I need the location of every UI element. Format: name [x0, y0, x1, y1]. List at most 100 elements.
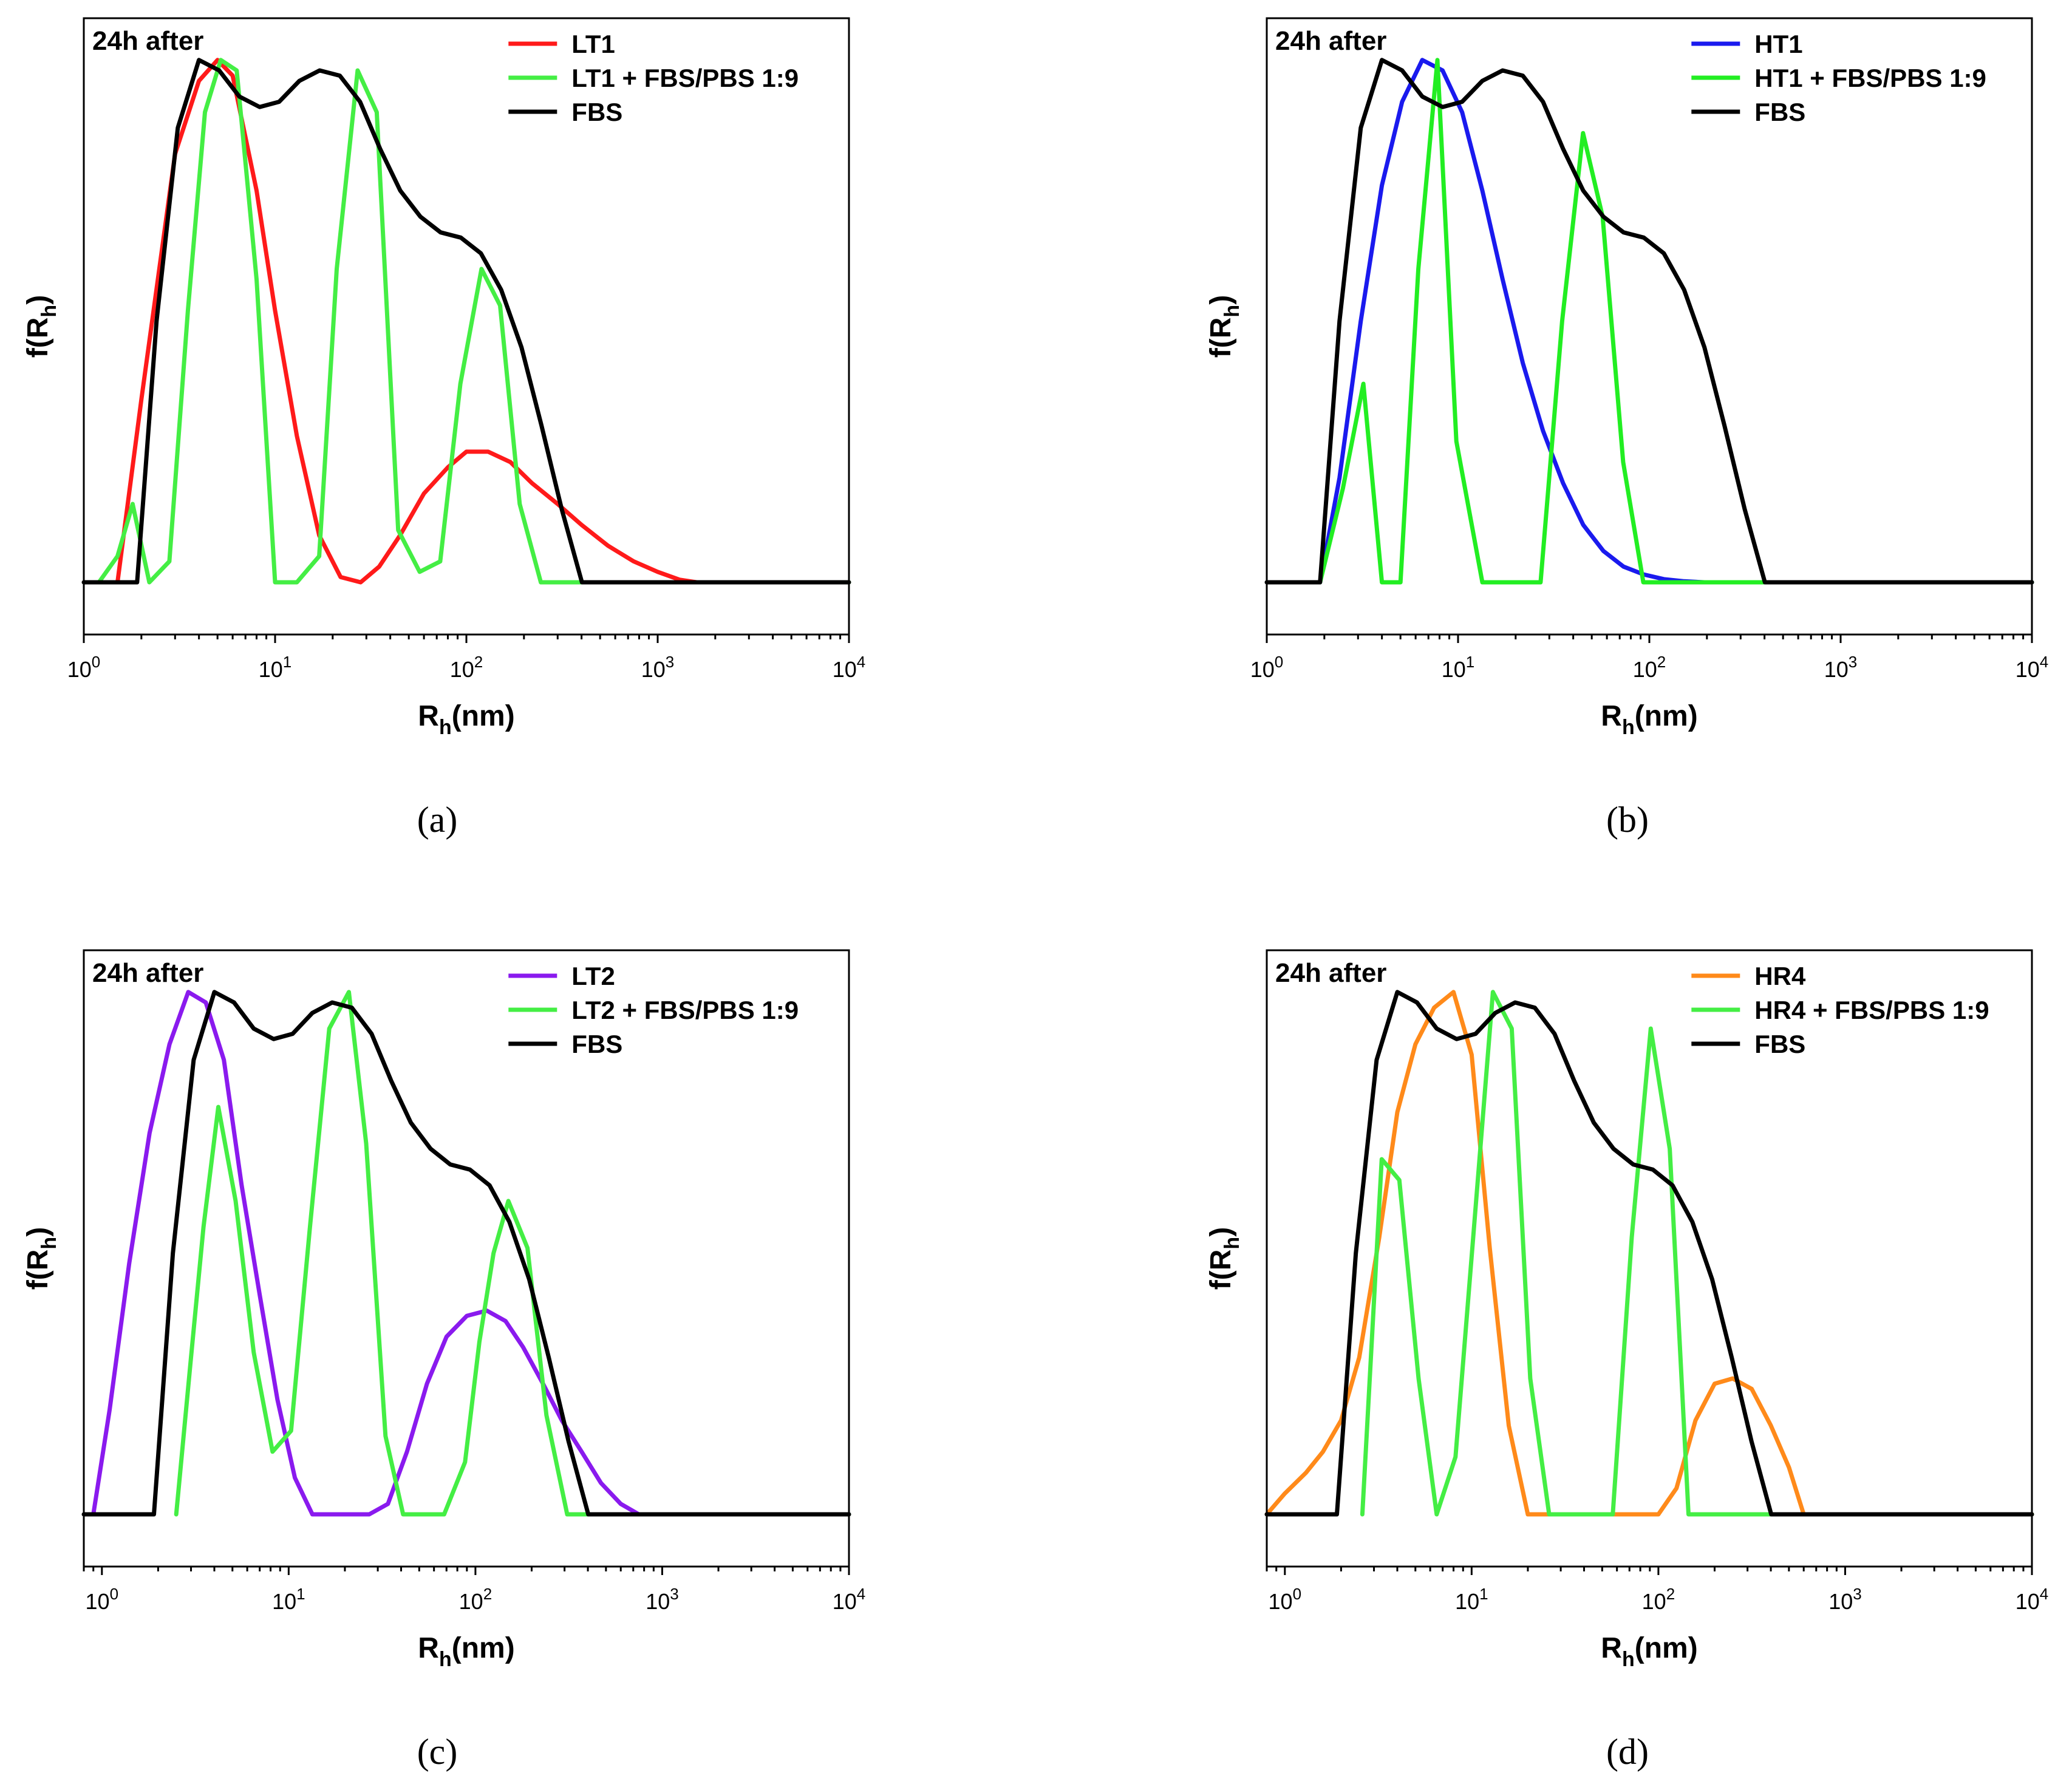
legend-label: LT2 + FBS/PBS 1:9	[571, 996, 799, 1024]
x-tick-base: 10	[450, 657, 474, 682]
x-tick-exponent: 3	[670, 1585, 678, 1603]
y-axis-label-sub: h	[38, 305, 61, 318]
series-line-hr4	[1264, 990, 2034, 1517]
series-line-fbs	[1264, 990, 2034, 1517]
panel-caption: (c)	[417, 1732, 458, 1772]
x-tick-base: 10	[259, 657, 283, 682]
x-axis-label-sub: h	[439, 1648, 452, 1671]
y-axis-label-tail: )	[1205, 1227, 1237, 1237]
legend-label: LT1	[571, 30, 615, 58]
panel-title: 24h after	[1275, 958, 1386, 988]
y-axis-label-tail: )	[22, 1227, 54, 1237]
legend-label: HR4 + FBS/PBS 1:9	[1754, 996, 1989, 1024]
panel-title: 24h after	[92, 26, 203, 56]
x-axis-label-sub: h	[1622, 1648, 1635, 1671]
x-tick-label: 104	[2016, 1585, 2049, 1614]
panel-title: 24h after	[1275, 26, 1386, 56]
x-tick-base: 10	[646, 1589, 670, 1614]
x-tick-exponent: 1	[1466, 653, 1474, 671]
x-tick-base: 10	[67, 657, 92, 682]
legend-label: LT2	[571, 962, 615, 990]
x-tick-exponent: 4	[2040, 1585, 2048, 1603]
x-tick-base: 10	[2016, 657, 2040, 682]
x-axis-label-tail: (nm)	[1635, 700, 1698, 732]
series-line-hr4-fbs-pbs-1-9	[1360, 990, 2034, 1517]
x-axis-label: Rh(nm)	[1601, 1632, 1697, 1671]
x-tick-base: 10	[1633, 657, 1657, 682]
x-tick-base: 10	[1824, 657, 1849, 682]
x-axis-label-tail: (nm)	[1635, 1632, 1698, 1664]
x-tick-exponent: 4	[857, 1585, 865, 1603]
series-line-fbs	[81, 990, 851, 1517]
x-tick-exponent: 0	[1275, 653, 1283, 671]
series-line-lt1-fbs-pbs-1-9	[97, 58, 851, 585]
legend-label: FBS	[571, 1030, 622, 1058]
x-tick-exponent: 0	[110, 1585, 118, 1603]
y-axis-label: f(Rh)	[1205, 1227, 1244, 1290]
y-axis-label: f(Rh)	[22, 295, 61, 358]
x-tick-exponent: 0	[92, 653, 100, 671]
x-tick-label: 102	[459, 1585, 492, 1614]
panel-caption: (a)	[417, 800, 458, 840]
x-axis-label-main: R	[418, 700, 439, 732]
x-axis-label-main: R	[1601, 1632, 1622, 1664]
legend-label: HT1	[1754, 30, 1802, 58]
legend-label: HT1 + FBS/PBS 1:9	[1754, 64, 1986, 92]
legend-label: HR4	[1754, 962, 1806, 990]
x-tick-base: 10	[1269, 1589, 1293, 1614]
x-tick-label: 100	[1269, 1585, 1302, 1614]
x-axis-label: Rh(nm)	[418, 700, 514, 739]
plot-frame	[1266, 17, 2033, 636]
x-axis-label: Rh(nm)	[1601, 700, 1697, 739]
x-tick-exponent: 3	[1853, 1585, 1861, 1603]
x-tick-label: 103	[641, 653, 675, 682]
x-tick-base: 10	[1442, 657, 1466, 682]
series-line-lt2-fbs-pbs-1-9	[174, 990, 851, 1517]
series-line-ht1-fbs-pbs-1-9	[1318, 58, 2034, 585]
x-tick-label: 101	[1442, 653, 1475, 682]
x-tick-label: 102	[1642, 1585, 1675, 1614]
x-tick-exponent: 2	[483, 1585, 492, 1603]
panel-title: 24h after	[92, 958, 203, 988]
x-tick-base: 10	[272, 1589, 296, 1614]
x-tick-exponent: 1	[283, 653, 291, 671]
y-axis-label-main: f(R	[22, 1250, 54, 1290]
x-tick-base: 10	[1642, 1589, 1666, 1614]
x-tick-base: 10	[1828, 1589, 1853, 1614]
x-tick-label: 100	[86, 1585, 119, 1614]
x-tick-exponent: 3	[1849, 653, 1857, 671]
x-tick-base: 10	[833, 1589, 857, 1614]
y-axis-label-sub: h	[1221, 305, 1244, 318]
y-axis-label-tail: )	[1205, 295, 1237, 305]
y-axis-label-sub: h	[38, 1237, 61, 1250]
legend-label: FBS	[1754, 98, 1805, 126]
x-tick-label: 104	[833, 1585, 866, 1614]
legend-label: FBS	[1754, 1030, 1805, 1058]
y-axis-label-sub: h	[1221, 1237, 1244, 1250]
x-tick-label: 103	[1828, 1585, 1862, 1614]
x-tick-label: 100	[1250, 653, 1284, 682]
x-tick-label: 102	[450, 653, 483, 682]
x-tick-label: 101	[1455, 1585, 1488, 1614]
y-axis-label: f(Rh)	[1205, 295, 1244, 358]
y-axis-label-tail: )	[22, 295, 54, 305]
legend-label: LT1 + FBS/PBS 1:9	[571, 64, 799, 92]
x-tick-exponent: 0	[1293, 1585, 1301, 1603]
plot-frame	[83, 17, 850, 636]
x-tick-label: 100	[67, 653, 101, 682]
x-tick-label: 103	[646, 1585, 679, 1614]
x-tick-label: 102	[1633, 653, 1666, 682]
x-tick-exponent: 4	[2040, 653, 2048, 671]
x-tick-exponent: 2	[474, 653, 483, 671]
series-line-lt2	[91, 990, 851, 1517]
x-tick-label: 103	[1824, 653, 1858, 682]
x-tick-base: 10	[2016, 1589, 2040, 1614]
x-tick-exponent: 4	[857, 653, 865, 671]
x-tick-base: 10	[833, 657, 857, 682]
x-axis-label-main: R	[418, 1632, 439, 1664]
legend-label: FBS	[571, 98, 622, 126]
x-tick-base: 10	[641, 657, 666, 682]
